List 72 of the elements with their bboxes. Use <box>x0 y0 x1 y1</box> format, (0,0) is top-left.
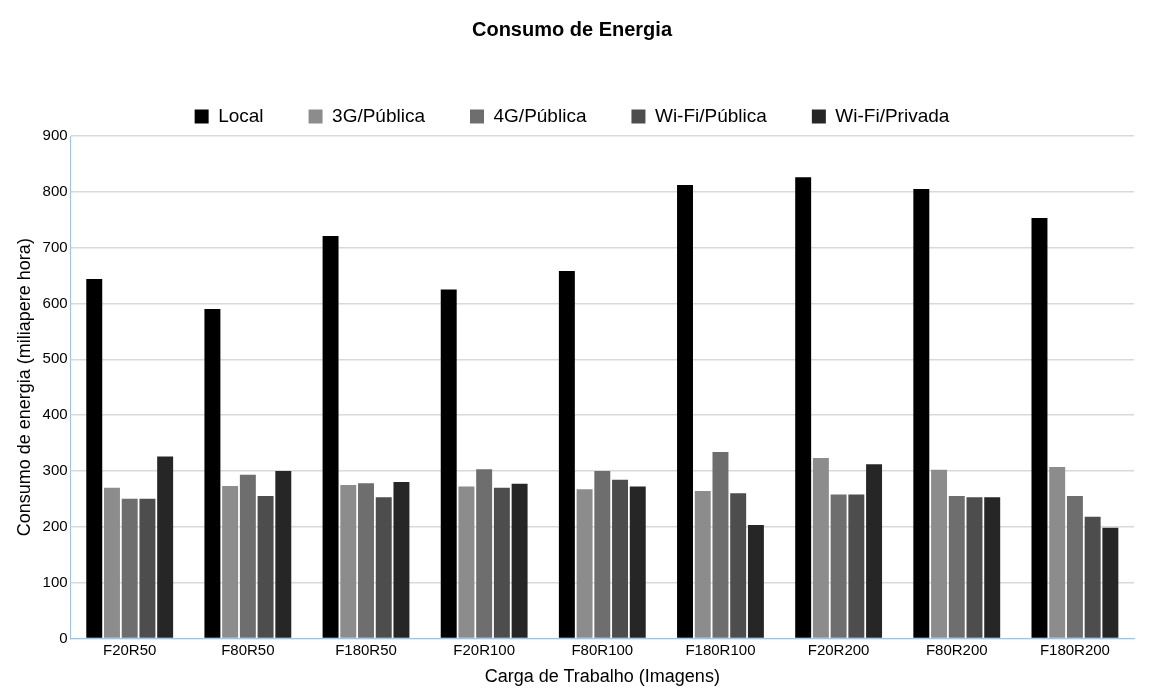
bar <box>677 185 693 638</box>
y-tick-label: 500 <box>42 349 68 367</box>
legend-label: Wi-Fi/Pública <box>654 104 768 126</box>
legend-label: Local <box>218 104 264 126</box>
bar <box>931 469 948 638</box>
bar <box>393 482 410 638</box>
bar <box>322 235 339 638</box>
bar <box>1049 467 1066 638</box>
bar <box>121 498 138 638</box>
x-tick-label: F20R100 <box>453 640 516 658</box>
x-tick-label: F80R50 <box>221 640 275 658</box>
x-tick-label: F180R200 <box>1039 640 1110 658</box>
x-tick-label: F180R50 <box>335 640 397 658</box>
y-tick-label: 400 <box>42 405 68 423</box>
x-tick-label: F180R100 <box>685 640 756 658</box>
bar <box>1084 516 1101 638</box>
y-tick-label: 100 <box>42 572 68 590</box>
bar <box>139 498 156 638</box>
bar <box>966 497 983 638</box>
bar <box>476 469 493 638</box>
bar <box>984 497 1001 638</box>
bar <box>612 479 629 638</box>
bar <box>558 271 575 638</box>
y-tick-label: 300 <box>42 461 68 479</box>
bar <box>795 177 812 638</box>
bar <box>275 470 292 638</box>
bar <box>866 464 883 638</box>
bar <box>747 525 764 638</box>
y-tick-label: 200 <box>42 516 68 534</box>
x-tick-label: F20R50 <box>103 640 157 658</box>
bar <box>222 486 239 638</box>
x-tick-label: F80R200 <box>925 640 988 658</box>
bar <box>1031 218 1048 638</box>
y-tick-label: 700 <box>42 237 68 255</box>
bar <box>1102 527 1119 638</box>
bar <box>576 489 593 638</box>
bar <box>257 496 274 638</box>
legend-label: Wi-Fi/Privada <box>835 104 950 126</box>
bar <box>812 458 829 638</box>
legend-label: 4G/Pública <box>493 104 587 126</box>
bar <box>493 487 510 638</box>
bar <box>848 494 865 638</box>
bar <box>458 486 475 638</box>
x-axis-title: Carga de Trabalho (Imagens) <box>484 666 720 687</box>
bar <box>594 470 611 638</box>
bar <box>730 493 747 638</box>
bar <box>913 189 930 638</box>
chart-title: Consumo de Energia <box>471 17 673 40</box>
bar <box>204 309 221 638</box>
y-tick-label: 0 <box>59 628 68 646</box>
bar <box>694 491 711 638</box>
y-axis-title: Consumo de energia (miliapere hora) <box>13 238 34 537</box>
y-tick-label: 900 <box>42 126 68 144</box>
bar <box>440 289 457 638</box>
x-tick-label: F20R200 <box>807 640 870 658</box>
bar <box>712 451 729 638</box>
bar <box>948 496 965 638</box>
bar <box>375 497 392 638</box>
bar <box>629 486 646 638</box>
y-tick-label: 600 <box>42 293 68 311</box>
x-tick-label: F80R100 <box>571 640 634 658</box>
bar <box>340 484 357 638</box>
bar <box>830 494 847 638</box>
bar <box>1066 496 1083 638</box>
bar <box>86 278 103 638</box>
bar <box>511 483 528 638</box>
legend-label: 3G/Pública <box>332 104 426 126</box>
bar <box>157 456 174 638</box>
bar <box>239 474 256 638</box>
bar <box>358 483 374 638</box>
y-tick-label: 800 <box>42 181 68 199</box>
bar <box>104 487 120 638</box>
